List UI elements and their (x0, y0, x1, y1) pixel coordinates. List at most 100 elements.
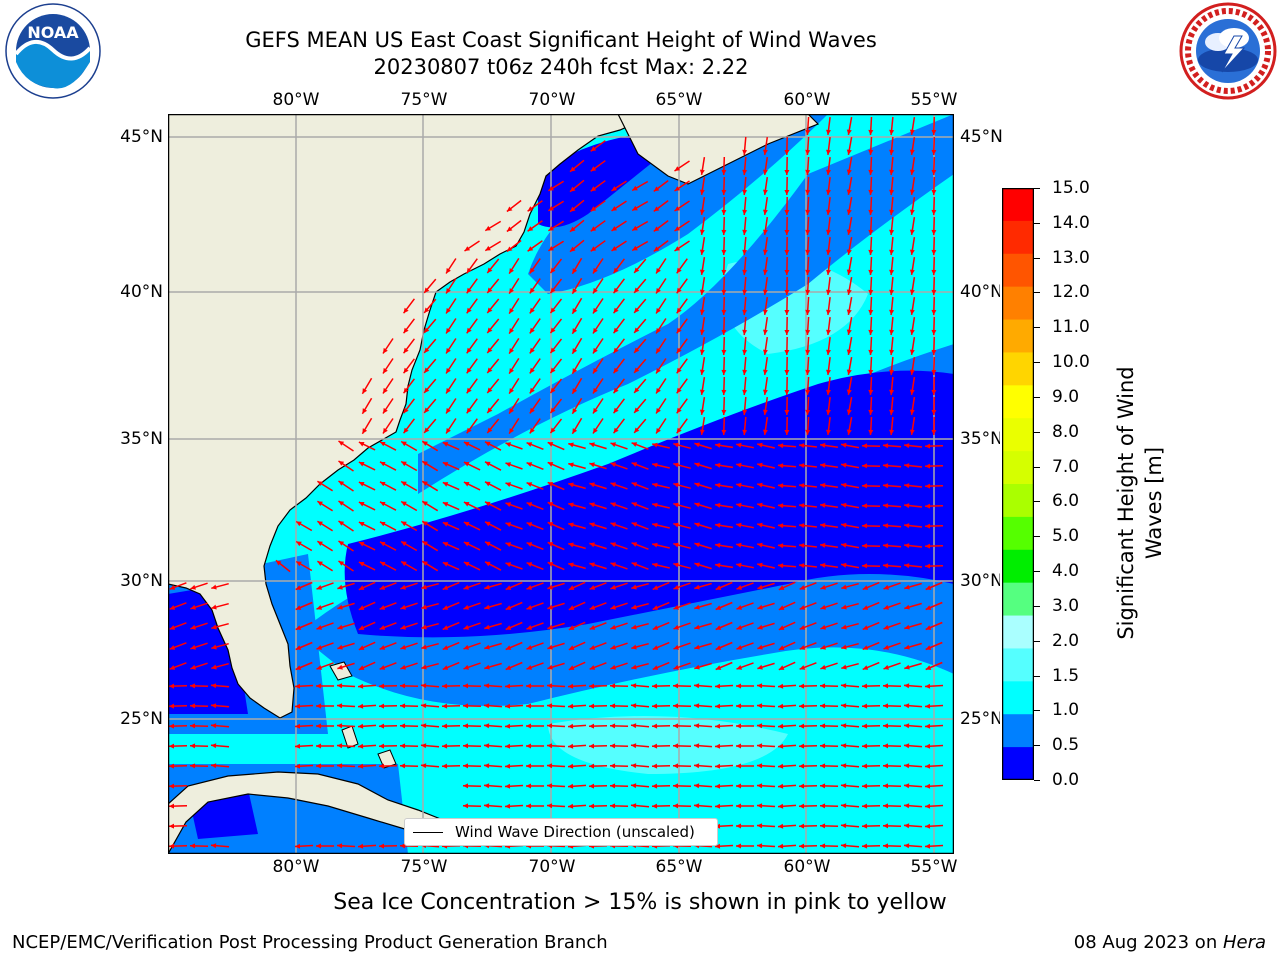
wave-arrow-head (673, 442, 679, 448)
wave-arrow-head (862, 605, 869, 610)
wave-arrow-head (841, 624, 847, 630)
wave-arrow-head (613, 407, 619, 414)
wave-arrow-head (358, 462, 365, 467)
wave-arrow-head (736, 542, 742, 548)
lon-tick-top-70w: 70°W (528, 90, 576, 110)
wave-arrow-head (841, 783, 847, 789)
wave-arrow-head (805, 269, 811, 275)
wave-arrow-head (846, 229, 852, 235)
colorbar-segment (1002, 615, 1034, 649)
wave-arrow-head (778, 843, 784, 849)
wave-arrow-head (424, 287, 430, 293)
colorbar-tick-mark (1034, 605, 1040, 607)
wave-arrow-head (527, 226, 534, 232)
wave-arrow-head (442, 542, 449, 547)
wave-arrow-head (379, 625, 386, 630)
wave-arrow-head (572, 428, 578, 434)
wave-arrow-head (509, 268, 514, 274)
wave-arrow-head (925, 483, 931, 489)
wave-arrow-head (763, 209, 768, 215)
wave-arrow-head (463, 683, 468, 689)
wave-arrow-head (868, 329, 874, 335)
wave-arrow-head (778, 743, 784, 749)
wave-arrow-head (169, 703, 174, 709)
wave-arrow-head (547, 542, 554, 547)
wave-arrow-head (656, 428, 661, 434)
wave-arrow-head (358, 743, 364, 749)
wave-arrow-head (742, 229, 748, 235)
wave-arrow-head (784, 270, 790, 275)
wave-arrow-head (784, 410, 790, 415)
wave-arrow-head (778, 763, 784, 769)
wave-arrow-head (820, 522, 826, 528)
colorbar-tick-mark (1034, 745, 1040, 747)
wave-arrow-head (316, 723, 321, 729)
colorbar-tick-label: 3.0 (1052, 595, 1080, 616)
wave-arrow-head (550, 407, 556, 414)
wave-arrow-head (572, 348, 578, 354)
wave-arrow-head (316, 763, 321, 769)
wave-arrow-head (805, 429, 811, 435)
wave-arrow-head (589, 462, 595, 468)
wave-arrow-head (316, 665, 323, 670)
wave-arrow-head (846, 309, 852, 315)
lon-tick-bottom-55w: 55°W (910, 857, 958, 877)
wave-arrow-head (652, 542, 658, 548)
wave-arrow-head (778, 803, 784, 809)
wave-arrow-head (484, 803, 490, 809)
wave-arrow-head (652, 462, 658, 468)
wave-arrow-head (424, 427, 430, 433)
wave-arrow-head (805, 369, 811, 375)
wave-arrow-head (909, 309, 915, 315)
wave-arrow-head (610, 584, 616, 590)
wave-arrow-head (820, 462, 826, 468)
wave-arrow-head (527, 206, 534, 212)
wave-arrow-head (736, 502, 742, 508)
wave-arrow-head (466, 387, 472, 394)
wave-arrow-head (401, 481, 407, 487)
wave-arrow-head (931, 309, 937, 315)
wave-arrow-head (505, 683, 511, 689)
wave-arrow-head (509, 368, 514, 374)
colorbar-tick-label: 6.0 (1052, 491, 1080, 512)
wave-arrow-head (826, 249, 831, 255)
wave-arrow-head (358, 665, 365, 670)
footer-branch: NCEP/EMC/Verification Post Processing Pr… (12, 932, 608, 953)
wave-arrow-head (868, 429, 874, 435)
wave-arrow-head (568, 783, 574, 789)
wave-arrow-head (742, 189, 748, 195)
wave-arrow-head (826, 229, 831, 235)
wave-arrow-head (889, 289, 895, 295)
wave-arrow-head (548, 186, 554, 191)
wave-arrow-head (826, 329, 831, 335)
wave-arrow-head (338, 561, 345, 566)
wave-arrow-head (169, 683, 174, 689)
wave-arrow-head (699, 249, 705, 255)
colorbar-tick-label: 1.0 (1052, 700, 1080, 721)
wave-arrow-head (931, 389, 937, 395)
wave-arrow-head (169, 723, 174, 729)
wave-arrow-head (909, 289, 915, 295)
wave-arrow-head (820, 703, 826, 709)
wave-arrow-head (568, 522, 574, 528)
wave-arrow-head (169, 743, 174, 749)
wave-arrow-head (721, 349, 727, 355)
wave-arrow-head (505, 665, 512, 670)
wave-arrow-head (778, 443, 784, 449)
colorbar-segment (1002, 418, 1034, 452)
wave-arrow-head (742, 289, 748, 295)
wave-arrow-head (610, 442, 616, 448)
wave-arrow-head (889, 229, 895, 235)
wave-arrow-head (673, 502, 679, 508)
wave-arrow-head (485, 481, 491, 487)
wave-arrow-head (652, 803, 658, 809)
wave-arrow-head (529, 427, 535, 434)
wave-arrow-head (422, 561, 428, 566)
wave-arrow-head (337, 604, 343, 610)
wave-arrow-head (931, 189, 937, 195)
wave-arrow-head (401, 561, 407, 567)
wave-arrow-head (484, 743, 490, 749)
wave-arrow-head (674, 206, 681, 211)
wave-arrow-head (442, 562, 449, 567)
wave-arrow-head (446, 408, 451, 414)
